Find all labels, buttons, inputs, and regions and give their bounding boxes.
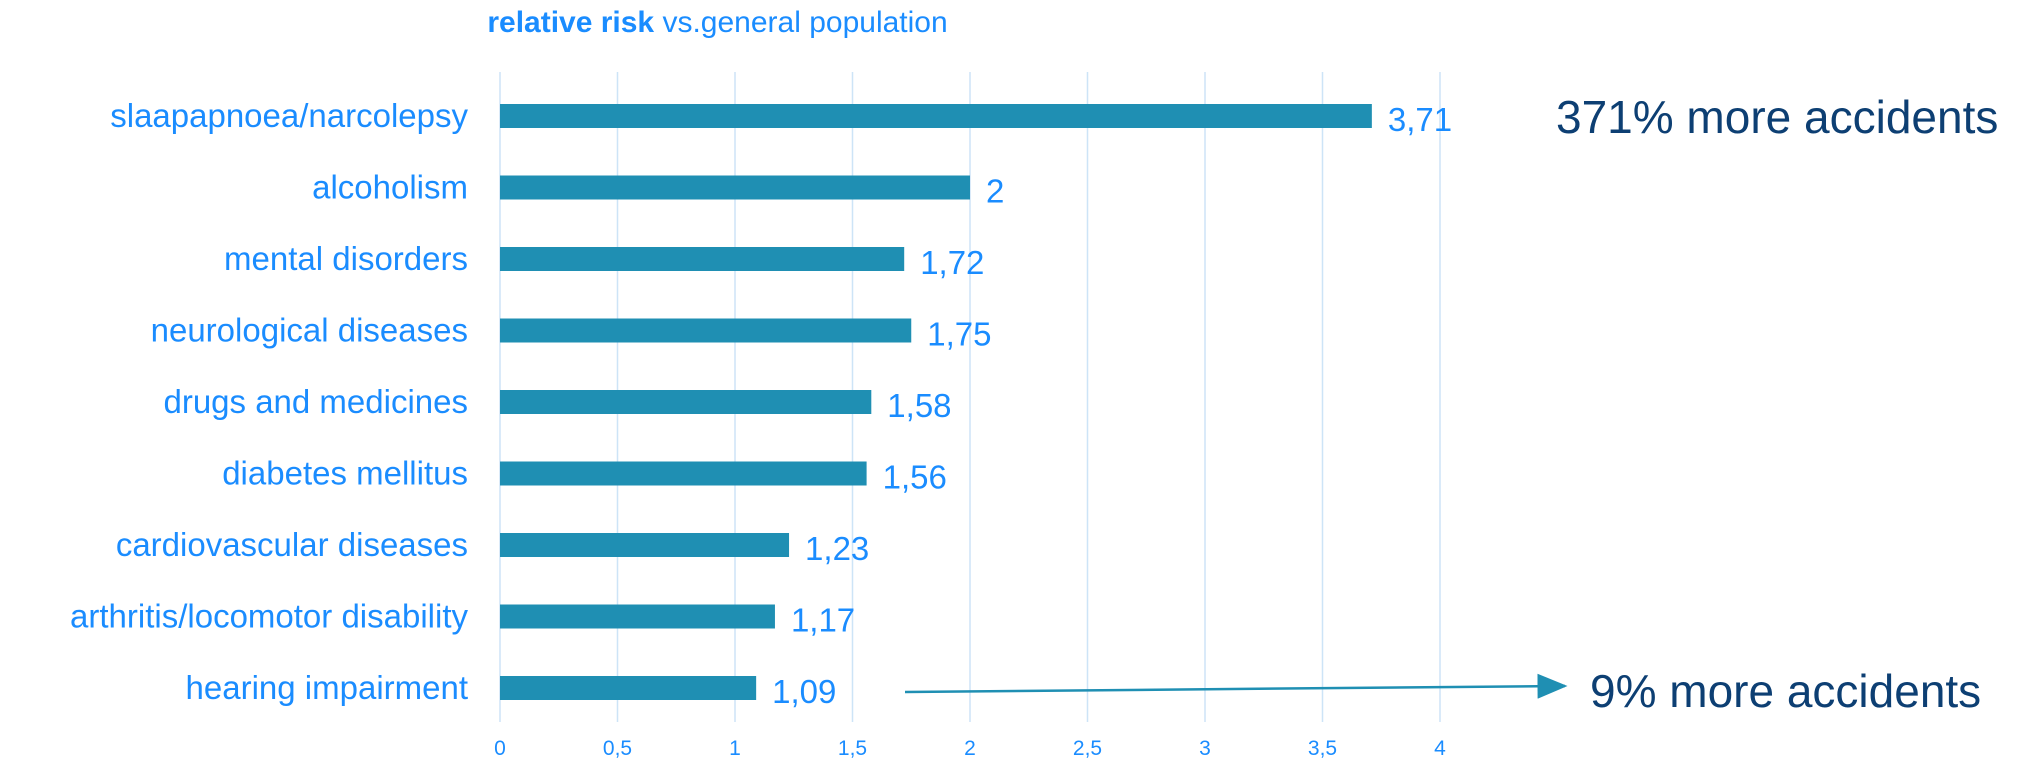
- callout-bottom: 9% more accidents: [1590, 665, 1982, 717]
- category-label: neurological diseases: [151, 312, 468, 349]
- category-label: slaapapnoea/narcolepsy: [110, 97, 468, 134]
- value-label: 1,23: [805, 530, 869, 567]
- value-label: 1,56: [883, 459, 947, 496]
- x-tick-label: 1,5: [838, 737, 867, 760]
- category-label: drugs and medicines: [163, 383, 468, 420]
- value-label: 1,75: [927, 316, 991, 353]
- chart-title: relative risk vs.general population: [0, 6, 1435, 40]
- x-tick-label: 0: [494, 737, 506, 760]
- category-label: diabetes mellitus: [222, 455, 468, 492]
- value-label: 1,17: [791, 602, 855, 639]
- x-tick-label: 3: [1199, 737, 1211, 760]
- bar: [500, 676, 757, 700]
- category-label: cardiovascular diseases: [116, 526, 468, 563]
- x-tick-label: 2: [964, 737, 976, 760]
- value-label: 1,58: [887, 387, 951, 424]
- bar: [500, 390, 872, 414]
- x-tick-label: 2,5: [1073, 737, 1102, 760]
- category-label: arthritis/locomotor disability: [70, 598, 468, 635]
- bar: [500, 175, 970, 200]
- category-label: hearing impairment: [186, 669, 468, 706]
- x-tick-label: 4: [1434, 737, 1446, 760]
- bar: [500, 104, 1372, 128]
- value-label: 1,72: [920, 244, 984, 281]
- callout-arrow: [904, 673, 1568, 699]
- x-tick-label: 1: [729, 737, 741, 760]
- bar: [500, 247, 905, 271]
- x-tick-label: 3,5: [1308, 737, 1337, 760]
- bar: [500, 461, 867, 486]
- value-label: 3,71: [1388, 101, 1452, 138]
- bar: [500, 533, 790, 557]
- value-label: 2: [986, 173, 1004, 210]
- bar: [500, 318, 912, 343]
- chart-title-rest: vs.general population: [654, 6, 948, 39]
- chart-title-bold: relative risk: [487, 6, 655, 39]
- category-label: mental disorders: [224, 240, 468, 277]
- callout-top: 371% more accidents: [1556, 91, 1999, 143]
- value-label: 1,09: [772, 673, 836, 710]
- bar: [500, 604, 775, 629]
- category-label: alcoholism: [312, 169, 468, 206]
- x-tick-label: 0,5: [603, 737, 632, 760]
